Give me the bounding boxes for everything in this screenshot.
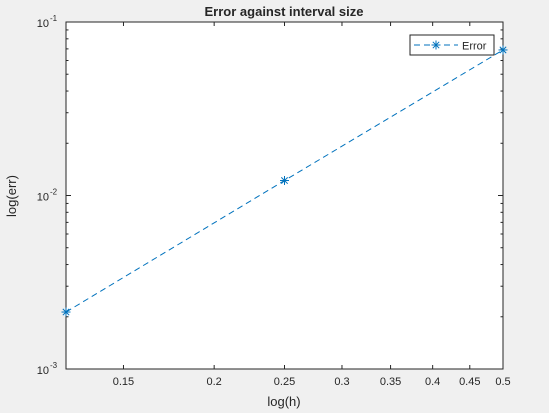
legend-box	[409, 34, 495, 56]
x-tick-label: 0.25	[274, 376, 295, 388]
x-axis-ticks: 0.15 0.2 0.25 0.3 0.35 0.4 0.45 0.5	[113, 22, 511, 388]
y-tick-exponent: -1	[50, 14, 58, 23]
y-axis-ticks: 10-310-210-1	[37, 14, 503, 377]
y-tick-label: 10	[37, 18, 49, 30]
y-tick-exponent: -2	[50, 188, 58, 197]
marker-stroke	[62, 308, 70, 316]
data-point-marker	[61, 307, 71, 317]
legend-series-sample	[414, 40, 458, 50]
marker-stroke	[499, 46, 507, 54]
data-point-marker	[498, 45, 508, 55]
data-point-marker	[431, 40, 441, 50]
marker-stroke	[280, 176, 289, 185]
x-tick-label: 0.4	[425, 376, 440, 388]
x-tick-label: 0.35	[380, 376, 401, 388]
marker-stroke	[432, 41, 440, 49]
y-tick-label: 10	[37, 192, 49, 204]
data-point-marker	[280, 176, 289, 186]
plot-area	[65, 21, 504, 370]
x-tick-label: 0.15	[113, 376, 134, 388]
y-tick-exponent: -3	[50, 361, 58, 370]
legend-label-error: Error	[462, 41, 487, 53]
x-tick-label: 0.3	[334, 376, 349, 388]
x-tick-label: 0.2	[207, 376, 222, 388]
series-layer	[61, 45, 508, 317]
x-tick-label: 0.45	[459, 376, 480, 388]
chart-title: Error against interval size	[205, 4, 364, 19]
legend[interactable]: Error	[409, 34, 495, 56]
x-tick-label: 0.5	[495, 376, 510, 388]
x-axis-label: log(h)	[267, 394, 300, 409]
y-tick-label: 10	[37, 365, 49, 377]
y-axis-label: log(err)	[4, 175, 19, 217]
